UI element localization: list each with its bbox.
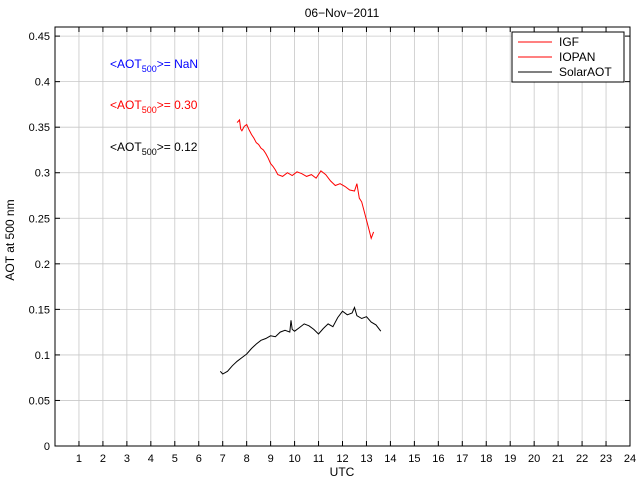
x-tick-label: 13	[360, 453, 372, 465]
x-tick-label: 15	[408, 453, 420, 465]
x-tick-label: 10	[288, 453, 300, 465]
x-tick-label: 14	[384, 453, 396, 465]
x-tick-label: 17	[456, 453, 468, 465]
series-line-iopan	[236, 118, 375, 240]
chart-title: 06−Nov−2011	[305, 6, 380, 20]
x-tick-label: 19	[504, 453, 516, 465]
x-tick-label: 20	[528, 453, 540, 465]
x-tick-label: 2	[100, 453, 106, 465]
y-axis-label: AOT at 500 nm	[3, 199, 17, 280]
x-tick-label: 24	[624, 453, 636, 465]
y-tick-label: 0	[44, 441, 50, 453]
y-tick-label: 0.3	[35, 168, 50, 180]
legend-label-solaraot: SolarAOT	[559, 65, 612, 79]
x-tick-label: 4	[148, 453, 154, 465]
y-tick-label: 0.2	[35, 259, 50, 271]
plot-area: 1 2 3 4 5 6 7 8 9 10 11 12 13 14 15 16 17 18 19 20 21 22 23 240…	[29, 26, 636, 465]
x-tick-label: 12	[336, 453, 348, 465]
x-tick-label: 23	[600, 453, 612, 465]
x-tick-label: 3	[124, 453, 130, 465]
x-tick-label: 6	[196, 453, 202, 465]
legend-label-iopan: IOPAN	[559, 50, 595, 64]
y-tick-label: 0.1	[35, 350, 50, 362]
aot-mean-annotation: <AOT500>= 0.12	[110, 140, 198, 157]
x-tick-label: 7	[220, 453, 226, 465]
legend-label-igf: IGF	[559, 35, 579, 49]
x-tick-label: 21	[552, 453, 564, 465]
y-tick-label: 0.35	[29, 122, 50, 134]
y-tick-label: 0.45	[29, 31, 50, 43]
x-tick-label: 18	[480, 453, 492, 465]
x-tick-label: 9	[268, 453, 274, 465]
series-line-solaraot	[219, 306, 382, 375]
x-tick-label: 5	[172, 453, 178, 465]
y-tick-label: 0.15	[29, 304, 50, 316]
y-tick-label: 0.05	[29, 395, 50, 407]
y-tick-label: 0.4	[35, 77, 50, 89]
y-tick-label: 0.25	[29, 213, 50, 225]
x-tick-label: 8	[244, 453, 250, 465]
x-tick-label: 22	[576, 453, 588, 465]
x-tick-label: 1	[76, 453, 82, 465]
x-tick-label: 11	[313, 453, 324, 465]
x-tick-label: 16	[432, 453, 444, 465]
aot-mean-annotation: <AOT500>= NaN	[110, 57, 198, 74]
aot-mean-annotation: <AOT500>= 0.30	[110, 98, 198, 115]
x-axis-label: UTC	[330, 465, 355, 479]
